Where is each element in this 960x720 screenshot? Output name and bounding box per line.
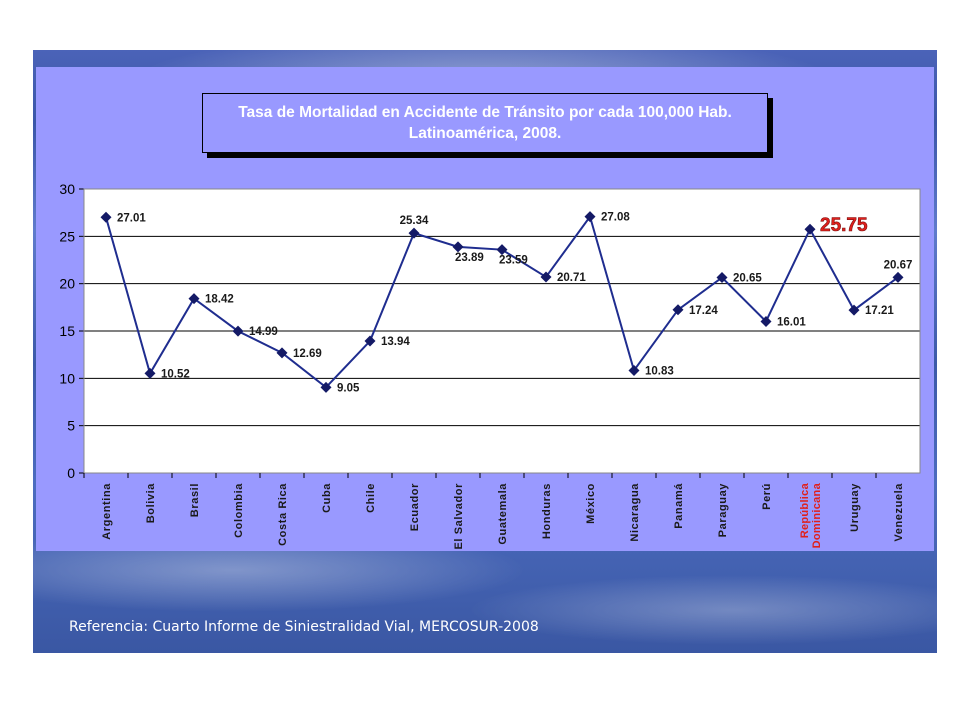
data-point [100,211,112,223]
data-label: 10.83 [645,365,674,377]
x-category-label: Panamá [673,483,685,529]
data-label: 27.01 [117,212,146,224]
slide-frame: Tasa de Mortalidad en Accidente de Tráns… [33,50,937,653]
data-point [672,304,684,316]
x-category-label: Honduras [541,483,553,539]
data-point [628,364,640,376]
data-point [144,367,156,379]
data-label: 16.01 [777,316,806,328]
x-category-label: México [585,483,597,524]
x-category-label: República [799,482,811,538]
line-chart: 0 5 10 15 20 25 30 Argentina Bolivia Brasil Colomb… [59,181,921,550]
data-label: 13.94 [381,336,410,348]
x-category-label: Perú [761,483,773,510]
data-label: 23.59 [499,255,528,267]
data-point [584,211,596,223]
data-point [496,244,508,256]
data-point [540,271,552,283]
x-category-label: Bolivia [145,483,157,524]
x-category-label: Nicaragua [629,483,641,542]
data-label: 25.34 [400,215,429,227]
data-point [804,223,816,235]
x-category-label: Argentina [101,483,113,540]
data-label: 20.71 [557,272,586,284]
chart-panel: Tasa de Mortalidad en Accidente de Tráns… [36,67,934,551]
x-category-label: Colombia [233,483,245,538]
data-label: 14.99 [249,326,278,338]
y-tick-label: 25 [59,228,75,244]
data-point [848,304,860,316]
x-category-label: Cuba [321,483,333,513]
y-tick-label: 0 [67,465,75,481]
data-label: 17.21 [865,305,894,317]
y-tick-label: 30 [59,181,75,197]
x-category-label: El Salvador [453,483,465,550]
x-category-label: Venezuela [893,483,905,542]
data-label: 20.65 [733,273,762,285]
data-label: 17.24 [689,305,718,317]
data-point [452,241,464,253]
data-label: 20.67 [884,259,913,271]
y-tick-label: 15 [59,323,75,339]
x-category-label: Ecuador [409,483,421,531]
x-category-label: Brasil [189,483,201,517]
data-label: 9.05 [337,382,360,394]
data-label: 25.75 [820,215,868,236]
y-tick-label: 5 [67,418,75,434]
data-label: 23.89 [455,252,484,264]
data-point [760,315,772,327]
data-label: 18.42 [205,294,234,306]
data-point [320,381,332,393]
data-point [408,227,420,239]
data-point [232,325,244,337]
x-category-label: Uruguay [849,483,861,532]
chart-title-line2: Latinoamérica, 2008. [408,125,562,142]
chart-title-line1: Tasa de Mortalidad en Accidente de Tráns… [238,104,732,121]
data-point [892,271,904,283]
data-point [276,347,288,359]
chart-title-box: Tasa de Mortalidad en Accidente de Tráns… [202,93,768,153]
data-point [364,335,376,347]
y-tick-label: 20 [59,276,75,292]
plot-border [83,188,921,474]
data-point [188,293,200,305]
x-category-label: Guatemala [497,483,509,545]
data-label: 10.52 [161,368,190,380]
data-label: 12.69 [293,348,322,360]
x-category-label: Dominicana [811,482,823,548]
data-label: 27.08 [601,212,630,224]
data-point [716,272,728,284]
y-tick-label: 10 [59,370,75,386]
x-category-label: Paraguay [717,483,729,538]
x-category-label: Chile [365,483,377,513]
reference-note: Referencia: Cuarto Informe de Siniestral… [69,619,539,635]
x-category-label: Costa Rica [277,483,289,546]
